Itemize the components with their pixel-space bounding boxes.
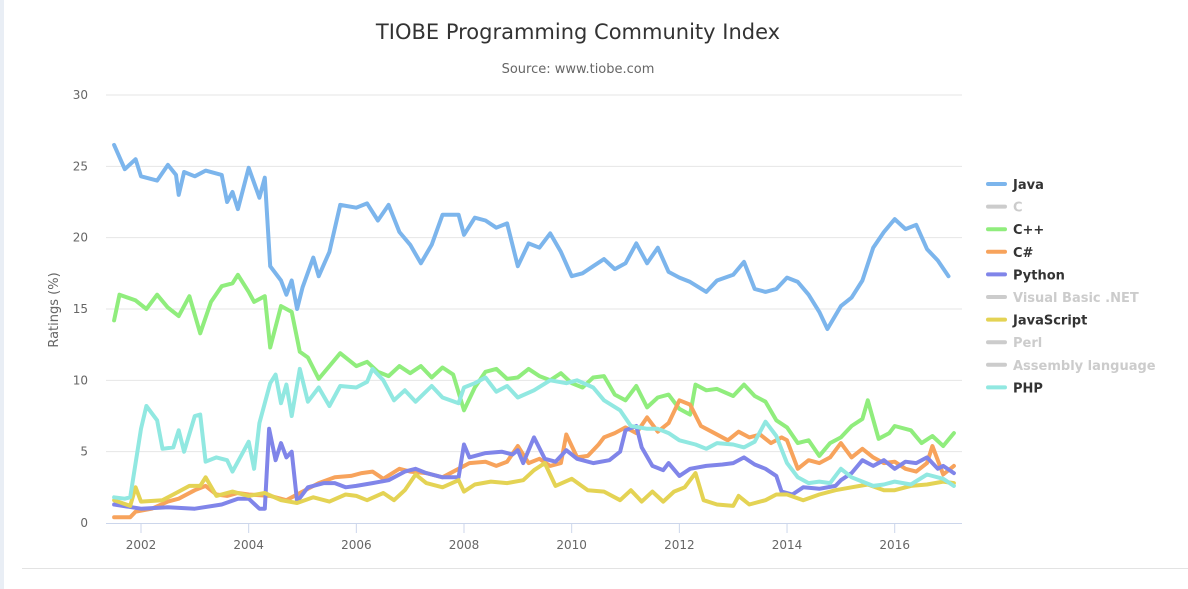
- legend-item-perl[interactable]: Perl: [986, 336, 1042, 351]
- legend-item-assembly-language[interactable]: Assembly language: [986, 359, 1156, 374]
- series-line-php[interactable]: [112, 366, 956, 501]
- y-axis-ticks: 0 5 10 15 20 25 30: [73, 88, 88, 530]
- bottom-divider: [22, 568, 1188, 569]
- chart-subtitle: Source: www.tiobe.com: [502, 62, 655, 77]
- chart-title: TIOBE Programming Community Index: [375, 20, 780, 44]
- x-axis: 2002 2004 2006 2008 2010 2012 2014 2016: [106, 523, 962, 552]
- legend: Java C C++ C# Python Visual Basic .NET JavaScr…: [986, 178, 1156, 396]
- legend-item-c[interactable]: C: [986, 201, 1023, 216]
- legend-label: JavaScript: [1012, 314, 1087, 329]
- x-tick-label: 2002: [126, 538, 157, 552]
- series-line-python[interactable]: [112, 424, 956, 511]
- legend-label: Python: [1013, 268, 1065, 283]
- x-tick-label: 2014: [772, 538, 803, 552]
- legend-item-c-[interactable]: C++: [986, 223, 1044, 238]
- series-line-java[interactable]: [112, 142, 951, 331]
- y-axis-label: Ratings (%): [47, 272, 62, 347]
- legend-label: Java: [1012, 178, 1044, 193]
- series-line-javascript[interactable]: [112, 461, 956, 508]
- y-tick-label: 10: [73, 373, 88, 387]
- legend-label: PHP: [1013, 381, 1043, 396]
- y-tick-label: 30: [73, 88, 88, 102]
- left-edge-strip: [0, 0, 4, 589]
- legend-label: Perl: [1013, 336, 1042, 351]
- y-tick-label: 20: [73, 231, 88, 245]
- gridlines: [106, 94, 962, 453]
- legend-item-python[interactable]: Python: [986, 268, 1065, 283]
- legend-item-c-[interactable]: C#: [986, 246, 1034, 261]
- y-tick-label: 0: [80, 516, 88, 530]
- legend-item-javascript[interactable]: JavaScript: [986, 314, 1087, 329]
- series-lines: [112, 142, 956, 520]
- x-tick-label: 2004: [233, 538, 264, 552]
- y-tick-label: 15: [73, 302, 88, 316]
- legend-label: C++: [1013, 223, 1044, 238]
- legend-label: Visual Basic .NET: [1013, 291, 1139, 306]
- legend-label: Assembly language: [1013, 359, 1156, 374]
- legend-label: C#: [1013, 246, 1034, 261]
- x-tick-label: 2008: [449, 538, 480, 552]
- legend-item-php[interactable]: PHP: [986, 381, 1043, 396]
- x-tick-label: 2012: [664, 538, 695, 552]
- series-line-c-[interactable]: [112, 272, 956, 458]
- legend-label: C: [1013, 201, 1023, 216]
- y-tick-label: 5: [80, 445, 88, 459]
- legend-item-visual-basic-net[interactable]: Visual Basic .NET: [986, 291, 1139, 306]
- legend-item-java[interactable]: Java: [986, 178, 1044, 193]
- y-tick-label: 25: [73, 159, 88, 173]
- x-tick-label: 2016: [879, 538, 910, 552]
- x-tick-label: 2010: [556, 538, 587, 552]
- x-tick-label: 2006: [341, 538, 372, 552]
